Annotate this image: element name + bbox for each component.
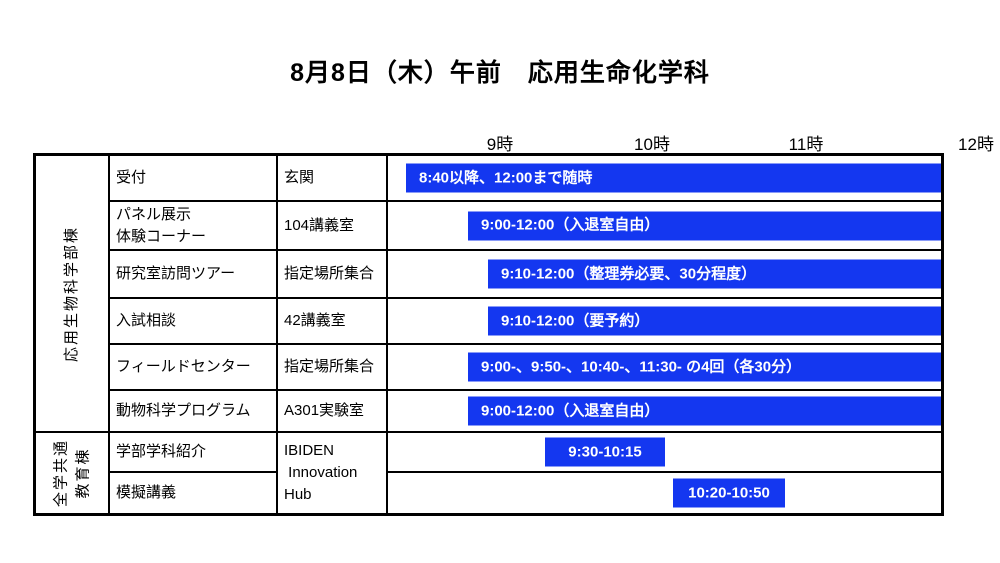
location-label: A301実験室: [284, 402, 365, 420]
location-cell: 104講義室: [278, 202, 388, 251]
activity-label: フィールドセンター: [116, 358, 251, 376]
activity-label: 入試相談: [116, 312, 177, 330]
timeline-cell: 9:00-、9:50-、10:40-、11:30- の4回（各30分）: [388, 345, 941, 391]
building-group-common-education: 全学共通 教育棟: [36, 433, 110, 513]
building-group-applied-bioscience: 応用生物科学部棟: [36, 156, 110, 433]
time-bar-field-center: 9:00-、9:50-、10:40-、11:30- の4回（各30分）: [468, 352, 941, 382]
location-label: 指定場所集合: [284, 265, 375, 283]
activity-cell-animal-science: 動物科学プログラム: [110, 391, 278, 433]
location-label: IBIDEN Innovation Hub: [284, 442, 358, 503]
activity-label: パネル展示 体験コーナー: [116, 205, 207, 245]
time-bar-panel-exhibit: 9:00-12:00（入退室自由）: [468, 211, 941, 240]
timeline-cell: 10:20-10:50: [388, 473, 941, 513]
activity-cell-panel-exhibit: パネル展示 体験コーナー: [110, 202, 278, 251]
time-label-9: 9時: [486, 135, 514, 154]
activity-cell-department-intro: 学部学科紹介: [110, 433, 278, 473]
location-cell-ibiden-hub: IBIDEN Innovation Hub: [278, 433, 388, 513]
location-cell: 指定場所集合: [278, 345, 388, 391]
time-label-12: 12時: [958, 135, 994, 154]
page-title: 8月8日（木）午前 応用生命化学科: [290, 59, 710, 87]
timeline-cell: 9:10-12:00（要予約）: [388, 299, 941, 345]
time-bar-reception: 8:40以降、12:00まで随時: [406, 163, 941, 193]
timeline-cell: 9:30-10:15: [388, 433, 941, 473]
time-label-11: 11時: [788, 135, 824, 154]
timeline-cell: 8:40以降、12:00まで随時: [388, 156, 941, 202]
time-bar-animal-science: 9:00-12:00（入退室自由）: [468, 396, 941, 426]
activity-cell-field-center: フィールドセンター: [110, 345, 278, 391]
location-label: 指定場所集合: [284, 358, 375, 376]
time-label-10: 10時: [634, 135, 670, 154]
activity-cell-admissions-consult: 入試相談: [110, 299, 278, 345]
timeline-cell: 9:00-12:00（入退室自由）: [388, 391, 941, 433]
location-label: 42講義室: [284, 312, 346, 330]
activity-label: 受付: [116, 169, 147, 187]
activity-label: 学部学科紹介: [116, 443, 207, 461]
activity-label: 模擬講義: [116, 484, 177, 502]
timeline-cell: 9:10-12:00（整理券必要、30分程度）: [388, 251, 941, 299]
time-bar-mock-lecture: 10:20-10:50: [673, 478, 785, 508]
building-group-label: 応用生物科学部棟: [63, 225, 81, 362]
time-bar-lab-tour: 9:10-12:00（整理券必要、30分程度）: [488, 259, 941, 289]
building-group-label: 全学共通 教育棟: [52, 438, 91, 508]
schedule-table: 応用生物科学部棟 全学共通 教育棟 受付 パネル展示 体験コーナー 研究室訪問ツ…: [33, 153, 944, 516]
activity-label: 研究室訪問ツアー: [116, 265, 236, 283]
time-bar-department-intro: 9:30-10:15: [545, 437, 665, 467]
timeline-cell: 9:00-12:00（入退室自由）: [388, 202, 941, 251]
location-label: 玄関: [284, 169, 315, 187]
activity-cell-lab-tour: 研究室訪問ツアー: [110, 251, 278, 299]
location-label: 104講義室: [284, 216, 355, 234]
location-cell: 指定場所集合: [278, 251, 388, 299]
location-cell: 玄関: [278, 156, 388, 202]
location-cell: 42講義室: [278, 299, 388, 345]
activity-cell-reception: 受付: [110, 156, 278, 202]
activity-cell-mock-lecture: 模擬講義: [110, 473, 278, 513]
location-cell: A301実験室: [278, 391, 388, 433]
time-bar-admissions-consult: 9:10-12:00（要予約）: [488, 306, 941, 336]
activity-label: 動物科学プログラム: [116, 402, 251, 420]
